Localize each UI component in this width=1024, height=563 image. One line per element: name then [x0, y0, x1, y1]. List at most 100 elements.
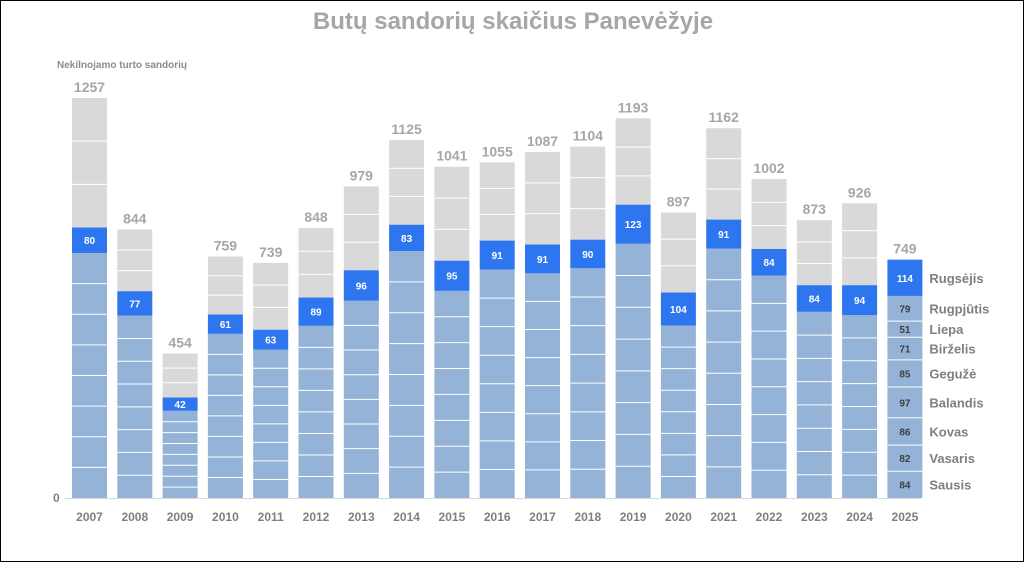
- september-value-label: 63: [265, 336, 277, 347]
- y-axis-label: Nekilnojamo turto sandorių: [57, 60, 188, 71]
- month-name-label: Rugpjūtis: [929, 302, 989, 317]
- bar-oct-dec: [298, 228, 334, 298]
- month-value-label: 97: [899, 398, 911, 409]
- month-name-label: Kovas: [929, 424, 968, 439]
- bar-oct-dec: [525, 152, 560, 245]
- september-value-label: 42: [175, 400, 187, 411]
- bar-september: [389, 224, 425, 252]
- total-value-label: 979: [350, 167, 374, 183]
- month-name-label: Balandis: [929, 395, 983, 410]
- september-value-label: 94: [854, 296, 866, 307]
- total-value-label: 1125: [391, 121, 422, 137]
- total-value-label: 454: [168, 335, 192, 351]
- x-tick-label: 2023: [801, 510, 828, 524]
- total-value-label: 749: [893, 241, 917, 257]
- total-value-label: 1162: [709, 109, 740, 125]
- bar-oct-dec: [207, 256, 243, 315]
- bar-oct-dec: [343, 186, 379, 271]
- month-value-label: 79: [899, 305, 911, 316]
- x-tick-label: 2018: [574, 510, 601, 524]
- bar-oct-dec: [389, 140, 425, 225]
- x-tick-label: 2025: [892, 510, 919, 524]
- september-value-label: 104: [670, 305, 687, 316]
- total-value-label: 897: [667, 194, 691, 210]
- bar-oct-dec: [479, 162, 515, 241]
- bar-september: [253, 329, 289, 350]
- bar-oct-dec: [162, 353, 198, 398]
- bar-oct-dec: [570, 146, 606, 240]
- bar-jan-aug: [887, 295, 923, 498]
- september-value-label: 95: [446, 272, 458, 283]
- x-tick-label: 2014: [393, 510, 420, 524]
- bar-september: [343, 270, 379, 301]
- total-value-label: 739: [259, 244, 283, 260]
- september-value-label: 91: [537, 255, 549, 266]
- x-tick-label: 2008: [121, 510, 148, 524]
- month-name-label: Liepa: [929, 322, 964, 337]
- total-value-label: 1041: [436, 148, 467, 164]
- total-value-label: 1002: [753, 160, 784, 176]
- bar-september: [751, 248, 787, 276]
- chart-title: Butų sandorių skaičius Panevėžyje: [312, 8, 714, 35]
- bar-september: [660, 292, 696, 326]
- bar-september: [434, 260, 470, 291]
- month-value-label: 82: [899, 454, 911, 465]
- september-value-label: 80: [84, 236, 96, 247]
- september-value-label: 90: [582, 250, 594, 261]
- x-tick-label: 2017: [529, 510, 556, 524]
- september-value-label: 123: [625, 220, 642, 231]
- bar-september: [162, 397, 198, 411]
- september-value-label: 114: [897, 274, 914, 285]
- september-value-label: 91: [718, 230, 730, 241]
- total-value-label: 926: [848, 184, 872, 200]
- bar-september: [887, 259, 923, 296]
- bar-oct-dec: [434, 166, 470, 261]
- bar-september: [706, 219, 742, 249]
- bar-september: [117, 291, 153, 316]
- month-value-label: 85: [899, 369, 911, 380]
- x-tick-label: 2021: [710, 510, 737, 524]
- september-value-label: 84: [763, 258, 775, 269]
- x-tick-label: 2016: [484, 510, 511, 524]
- month-name-label: Rugsėjis: [929, 271, 983, 286]
- september-value-label: 83: [401, 234, 413, 245]
- bar-oct-dec: [72, 98, 107, 228]
- september-value-label: 91: [492, 251, 504, 262]
- bar-oct-dec: [117, 229, 153, 292]
- month-name-label: Vasaris: [929, 451, 975, 466]
- bar-september: [525, 244, 560, 274]
- x-tick-label: 2022: [756, 510, 783, 524]
- x-tick-label: 2011: [258, 510, 284, 524]
- bar-september: [479, 240, 515, 270]
- total-value-label: 1257: [74, 79, 105, 95]
- x-tick-label: 2024: [846, 510, 873, 524]
- total-value-label: 1193: [618, 99, 649, 115]
- y-tick-label: 0: [53, 491, 60, 505]
- x-tick-label: 2007: [76, 510, 103, 524]
- bar-oct-dec: [706, 128, 742, 220]
- month-name-label: Sausis: [929, 478, 971, 493]
- total-value-label: 848: [304, 209, 328, 225]
- bar-september: [615, 204, 651, 244]
- month-name-label: Gegužė: [929, 366, 976, 381]
- bar-oct-dec: [253, 262, 289, 330]
- month-value-label: 51: [899, 325, 911, 336]
- bar-september: [570, 239, 606, 269]
- x-tick-label: 2015: [439, 510, 466, 524]
- x-tick-label: 2019: [620, 510, 647, 524]
- x-tick-label: 2012: [303, 510, 330, 524]
- total-value-label: 1104: [573, 128, 604, 144]
- x-tick-label: 2009: [167, 510, 194, 524]
- bar-oct-dec: [615, 118, 651, 205]
- x-tick-label: 2013: [348, 510, 375, 524]
- bar-oct-dec: [796, 220, 832, 286]
- bar-september: [842, 285, 878, 316]
- september-value-label: 84: [809, 294, 821, 305]
- september-value-label: 61: [220, 320, 232, 331]
- total-value-label: 844: [123, 210, 147, 226]
- september-value-label: 96: [356, 281, 368, 292]
- total-value-label: 1055: [482, 143, 513, 159]
- bar-oct-dec: [751, 179, 787, 249]
